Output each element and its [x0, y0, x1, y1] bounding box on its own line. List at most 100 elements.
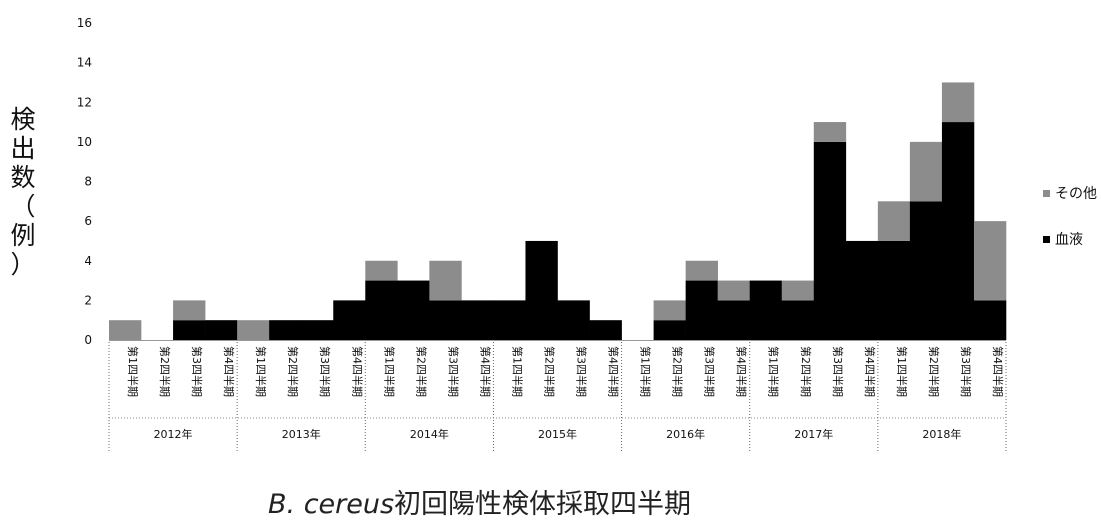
legend-label-other: その他	[1055, 186, 1097, 202]
x-tick-label-quarter: 第4四半期	[478, 346, 492, 397]
x-tick-label-quarter: 第3四半期	[831, 346, 845, 397]
bar-segment-blood	[525, 240, 558, 340]
x-tick-label-year: 2017年	[794, 427, 833, 441]
x-tick-label-quarter: 第1四半期	[767, 346, 781, 397]
y-axis-title-char: （	[10, 192, 36, 221]
x-tick-label-quarter: 第2四半期	[927, 346, 941, 397]
x-tick-label-quarter: 第2四半期	[414, 346, 428, 397]
bar-segment-other	[877, 201, 911, 241]
y-axis-title-char: 出	[10, 134, 36, 163]
x-tick-label-year: 2014年	[410, 427, 449, 441]
x-axis-title: B. cereus初回陽性検体採取四半期	[268, 482, 691, 521]
x-tick-label-quarter: 第1四半期	[639, 346, 653, 397]
y-tick-label: 16	[77, 16, 92, 30]
bar-segment-blood	[333, 300, 366, 341]
bar-segment-blood	[269, 320, 302, 340]
x-tick-label-quarter: 第2四半期	[542, 346, 556, 397]
x-tick-label-quarter: 第2四半期	[286, 346, 300, 397]
y-axis-title-char: 数	[10, 163, 36, 192]
y-tick-label: 2	[84, 293, 92, 307]
x-tick-label-year: 2016年	[666, 427, 705, 441]
y-axis-title-char: 検	[10, 105, 36, 134]
x-tick-label-quarter: 第2四半期	[799, 346, 813, 397]
bar-segment-other	[781, 280, 815, 301]
bar-segment-blood	[813, 141, 847, 341]
x-tick-label-quarter: 第3四半期	[190, 346, 204, 397]
bar-segment-blood	[845, 240, 879, 340]
x-tick-label-quarter: 第3四半期	[446, 346, 460, 397]
y-tick-label: 14	[77, 56, 92, 70]
bar-segment-blood	[749, 280, 783, 340]
bar-segment-blood	[301, 320, 334, 340]
bar-segment-other	[909, 141, 943, 202]
y-tick-label: 8	[84, 175, 92, 189]
bar-segment-other	[717, 280, 751, 301]
legend-swatch-blood	[1043, 235, 1050, 243]
x-tick-label-quarter: 第3四半期	[575, 346, 589, 397]
y-axis-title-char: ）	[10, 250, 36, 279]
x-tick-label-quarter: 第3四半期	[318, 346, 332, 397]
bar-segment-other	[429, 260, 462, 301]
bar-segment-other	[173, 300, 206, 321]
bar-segment-blood	[493, 300, 526, 341]
x-axis-title-text: 初回陽性検体採取四半期	[394, 489, 692, 520]
y-tick-label: 10	[77, 135, 92, 149]
x-axis-title-species: B. cereus	[268, 489, 395, 520]
y-axis-title: 検出数（例）	[6, 105, 40, 279]
x-tick-label-quarter: 第1四半期	[254, 346, 268, 397]
legend: その他 血液	[1043, 183, 1097, 275]
bar-segment-blood	[397, 280, 430, 340]
x-tick-label-quarter: 第4四半期	[863, 346, 877, 397]
x-tick-label-year: 2015年	[538, 427, 577, 441]
bar-segment-blood	[781, 300, 815, 341]
bar-segment-blood	[717, 300, 751, 341]
x-tick-label-quarter: 第4四半期	[735, 346, 749, 397]
legend-label-blood: 血液	[1055, 232, 1083, 248]
bar-segment-other	[685, 260, 718, 281]
bar-segment-blood	[557, 300, 590, 341]
x-tick-label-quarter: 第4四半期	[991, 346, 1005, 397]
bar-segment-other	[941, 82, 975, 123]
x-tick-label-quarter: 第4四半期	[607, 346, 621, 397]
y-tick-label: 0	[84, 333, 92, 347]
bar-segment-blood	[461, 300, 494, 341]
bar-segment-other	[237, 320, 270, 340]
y-tick-label: 12	[77, 95, 92, 109]
bar-segment-blood	[909, 201, 943, 340]
y-tick-label: 6	[84, 214, 92, 228]
bar-segment-blood	[653, 320, 686, 340]
x-tick-label-quarter: 第4四半期	[222, 346, 236, 397]
bar-segment-blood	[941, 122, 975, 340]
bar-segment-other	[109, 320, 142, 340]
bar-segment-blood	[205, 320, 238, 340]
bar-segment-blood	[973, 300, 1007, 341]
x-tick-label-quarter: 第1四半期	[382, 346, 396, 397]
x-tick-label-quarter: 第1四半期	[126, 346, 140, 397]
x-tick-label-quarter: 第2四半期	[671, 346, 685, 397]
y-axis-title-char: 例	[10, 221, 36, 250]
x-tick-label-quarter: 第3四半期	[703, 346, 717, 397]
bar-segment-other	[653, 300, 686, 321]
legend-item-other: その他	[1043, 183, 1097, 203]
x-tick-label-quarter: 第1四半期	[895, 346, 909, 397]
x-tick-label-quarter: 第4四半期	[350, 346, 364, 397]
bar-segment-blood	[429, 300, 462, 341]
bar-segment-other	[973, 221, 1007, 301]
x-tick-label-year: 2018年	[922, 427, 961, 441]
bar-segment-other	[365, 260, 398, 281]
x-tick-label-quarter: 第3四半期	[959, 346, 973, 397]
bar-segment-blood	[173, 320, 206, 340]
x-tick-label-year: 2012年	[154, 427, 193, 441]
bar-segment-blood	[877, 240, 911, 340]
bar-segment-blood	[685, 280, 718, 340]
legend-item-blood: 血液	[1043, 229, 1097, 249]
x-tick-label-quarter: 第2四半期	[158, 346, 172, 397]
bar-segment-other	[813, 122, 847, 142]
legend-swatch-other	[1043, 189, 1050, 197]
x-tick-label-year: 2013年	[282, 427, 321, 441]
bar-segment-blood	[365, 280, 398, 340]
x-tick-label-quarter: 第1四半期	[510, 346, 524, 397]
y-tick-label: 4	[84, 254, 92, 268]
bar-segment-blood	[589, 320, 622, 340]
